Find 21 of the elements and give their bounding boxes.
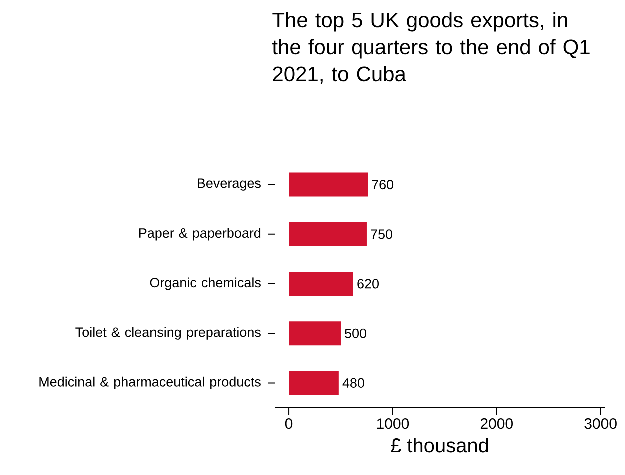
bar [289,322,341,346]
x-tick-label: 0 [285,418,293,430]
bar [289,272,354,296]
data-label: 750 [371,230,393,240]
data-label: 760 [372,180,394,190]
y-tick-label: Medicinal & pharmaceutical products [40,376,261,390]
data-label: 480 [342,378,364,388]
bar [289,172,368,197]
data-label: 500 [345,328,367,338]
y-tick-label: Toilet & cleansing preparations [76,327,261,340]
x-tick-label: 2000 [480,418,513,430]
bar [289,371,339,396]
chart-title: The top 5 UK goods exports, in the four quarters to the end of Q1 2021, to Cuba [272,12,590,84]
x-tick-label: 3000 [584,418,617,430]
x-axis-title: £ thousand [391,438,488,453]
bar [289,222,367,246]
y-tick-label: Organic chemicals [150,278,261,290]
data-label: 620 [358,279,379,289]
y-tick-label: Paper & paperboard [139,228,261,241]
y-tick-label: Beverages [198,178,261,191]
x-tick-label: 1000 [377,418,410,430]
